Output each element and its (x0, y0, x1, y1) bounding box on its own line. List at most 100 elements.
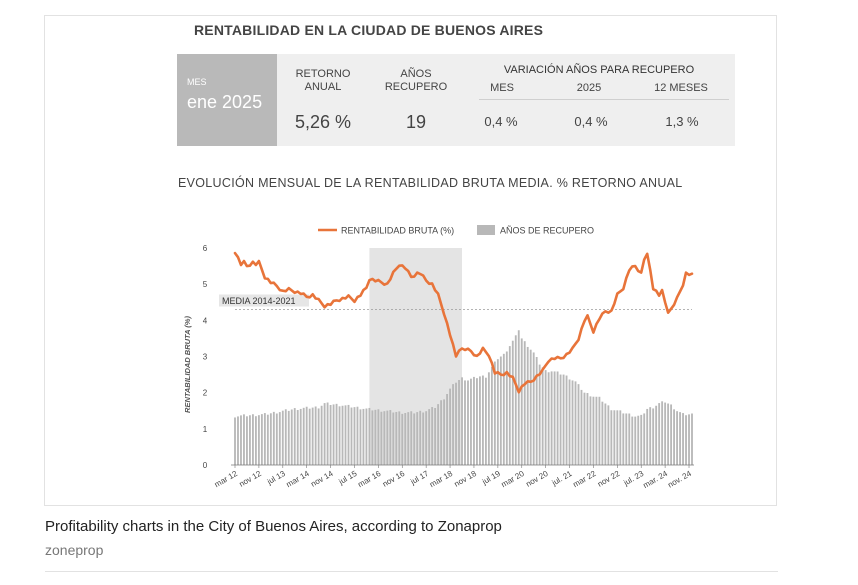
bar-recupero (320, 405, 323, 465)
x-tick-label: mar 18 (428, 469, 455, 490)
bar-recupero (362, 408, 365, 465)
bar-recupero (299, 408, 302, 465)
bar-recupero (249, 415, 251, 465)
bar-recupero (493, 361, 496, 465)
bar-recupero (532, 352, 535, 465)
bar-recupero (631, 416, 634, 465)
var-2025-value: 0,4 % (574, 114, 608, 129)
retorno-header: RETORNO ANUAL (287, 68, 359, 94)
bar-recupero (240, 415, 242, 465)
bar-recupero (586, 393, 589, 465)
bar-recupero (592, 396, 595, 465)
bar-recupero (505, 351, 508, 465)
legend-label-bars: AÑOS DE RECUPERO (500, 226, 594, 236)
bar-recupero (553, 371, 556, 465)
bar-recupero (395, 411, 398, 465)
bar-recupero (308, 408, 311, 465)
bar-recupero (428, 409, 431, 465)
bar-recupero (461, 377, 463, 465)
bar-recupero (538, 364, 541, 465)
shaded-period (369, 248, 463, 465)
bar-recupero (607, 405, 610, 465)
bar-recupero (338, 406, 341, 465)
variation-divider (479, 99, 729, 100)
bar-recupero (622, 413, 625, 465)
summary-panel: MES ene 2025 RETORNO ANUAL 5,26 % AÑOS R… (177, 54, 735, 146)
bar-recupero (254, 416, 257, 465)
bar-recupero (440, 400, 443, 465)
anos-value: 19 (405, 112, 427, 132)
bar-recupero (464, 380, 466, 465)
bar-recupero (407, 412, 410, 465)
bar-recupero (640, 414, 643, 465)
bar-recupero (455, 382, 457, 465)
bar-recupero (332, 404, 335, 465)
bar-recupero (604, 403, 607, 465)
bar-recupero (691, 413, 693, 465)
bar-recupero (544, 370, 547, 465)
bar-recupero (646, 408, 649, 465)
y-tick-label: 5 (203, 280, 208, 289)
profitability-chart: MEDIA 2014-2021 0 1 2 3 4 5 6 RENTABILIDAD BRUT… (183, 225, 694, 490)
bar-recupero (335, 403, 338, 465)
bar-recupero (679, 412, 681, 465)
bar-recupero (425, 411, 428, 465)
bar-recupero (437, 404, 440, 465)
legend-swatch-bars (477, 225, 495, 235)
month-box: MES ene 2025 (177, 54, 277, 146)
legend-label-line: RENTABILIDAD BRUTA (%) (341, 226, 454, 236)
bar-recupero (404, 412, 407, 465)
bar-recupero (263, 413, 266, 465)
bar-recupero (347, 404, 350, 465)
figure-caption: Profitability charts in the City of Buen… (45, 518, 502, 535)
bar-recupero (317, 408, 320, 465)
bar-recupero (481, 375, 484, 465)
month-label: MES (187, 77, 207, 87)
bar-recupero (589, 396, 592, 465)
x-tick-label: jul 13 (265, 469, 287, 487)
x-tick-label: mar 14 (285, 469, 312, 490)
bar-recupero (275, 413, 278, 465)
bar-recupero (237, 416, 239, 465)
bar-recupero (389, 410, 392, 465)
y-tick-label: 4 (203, 316, 208, 325)
anos-header: AÑOS RECUPERO (377, 68, 455, 94)
x-tick-label: mar 20 (500, 469, 527, 490)
x-tick-label: nov 22 (596, 469, 622, 489)
series-line-rentabilidad (233, 251, 694, 394)
bar-recupero (517, 330, 520, 465)
bar-recupero (302, 407, 305, 465)
bar-recupero (619, 410, 622, 465)
bar-recupero (296, 410, 299, 465)
bar-recupero (568, 379, 571, 465)
x-tick-label: nov. 24 (666, 469, 693, 490)
var-2025-label: 2025 (576, 82, 602, 94)
retorno-value: 5,26 % (294, 112, 352, 132)
bar-recupero (673, 409, 676, 465)
bar-recupero (446, 394, 448, 465)
var-mes-label: MES (490, 82, 514, 94)
bar-recupero (577, 384, 580, 465)
bar-recupero (688, 414, 690, 465)
bar-recupero (413, 413, 416, 465)
bar-recupero (682, 413, 684, 465)
y-tick-label: 0 (203, 461, 208, 470)
bar-recupero (293, 408, 296, 465)
x-tick-label: nov 18 (453, 469, 479, 489)
bar-recupero (434, 408, 437, 465)
var-mes-value: 0,4 % (484, 114, 518, 129)
bar-recupero (643, 413, 646, 465)
bar-recupero (449, 388, 451, 465)
bar-recupero (353, 407, 356, 465)
bar-recupero (473, 376, 475, 465)
bar-recupero (583, 392, 586, 465)
bar-recupero (652, 408, 655, 465)
bar-recupero (419, 410, 422, 465)
bar-recupero (490, 366, 493, 465)
x-tick-label: nov 20 (524, 469, 550, 489)
bar-recupero (514, 335, 517, 465)
bar-recupero (574, 381, 577, 465)
x-tick-label: nov 16 (381, 469, 407, 489)
var-12m-value: 1,3 % (665, 114, 699, 129)
retorno-header-line-1: RETORNO (295, 68, 351, 80)
